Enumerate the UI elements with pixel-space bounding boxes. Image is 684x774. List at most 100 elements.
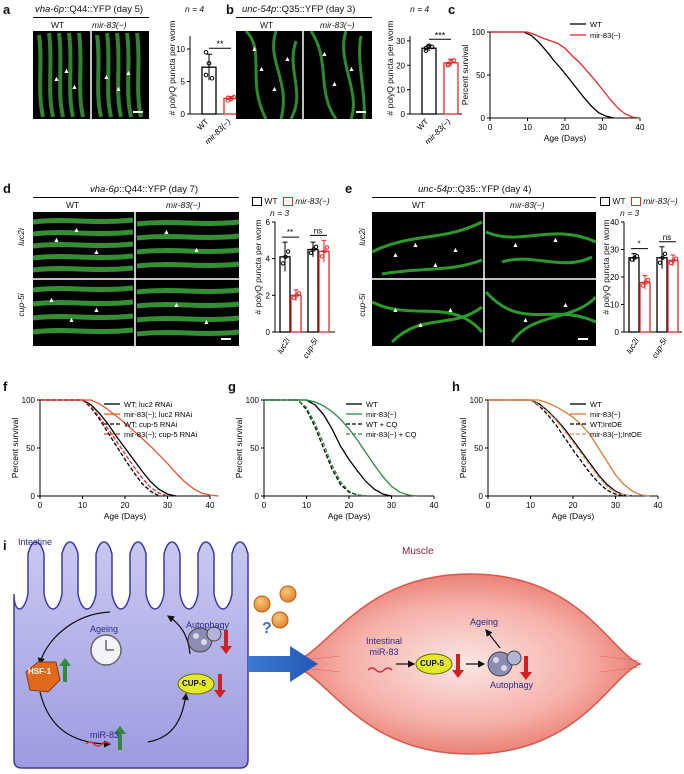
- bar: [667, 259, 679, 333]
- y-axis-label: Percent survival: [234, 418, 244, 479]
- muscle-label: Muscle: [402, 546, 434, 557]
- panel-a-title-rest: ::Q44::YFP (day 5): [64, 4, 144, 15]
- panel-d-row2-label: cup-5i: [16, 293, 26, 317]
- y-tick-label: 0: [255, 492, 260, 501]
- panel-f-label: f: [3, 379, 8, 394]
- svg-text:▲: ▲: [71, 84, 78, 91]
- x-tick-label: 20: [121, 501, 130, 510]
- y-tick-label: 100: [472, 28, 486, 37]
- legend-entry: mir-83(−); luc2 RNAi: [124, 410, 192, 419]
- svg-text:▲: ▲: [412, 242, 419, 249]
- panel-e-label: e: [345, 181, 353, 196]
- panel-e-col-mut: mir-83(−): [510, 200, 545, 210]
- svg-text:▲: ▲: [522, 317, 529, 324]
- svg-text:▲: ▲: [63, 68, 70, 75]
- y-tick-label: 0: [615, 328, 620, 337]
- data-point: [660, 255, 665, 260]
- svg-text:▲: ▲: [417, 322, 424, 329]
- autophagy-right-label: Autophagy: [490, 680, 534, 690]
- panel-d-legend-wt: WT: [264, 196, 278, 206]
- legend-entry: WT + CQ: [366, 420, 397, 429]
- panel-e-title-rest: ::Q35::YFP (day 4): [452, 184, 532, 195]
- data-point: [206, 61, 212, 66]
- panel-c-chart: 0 50 100 0 10 20 30 40 Age (Days) Percent surviva…: [460, 20, 645, 143]
- svg-text:▲: ▲: [53, 237, 60, 244]
- data-point: [423, 45, 429, 51]
- intestine-cell: [13, 541, 249, 769]
- sig-label: **: [216, 39, 224, 49]
- data-point: [673, 256, 679, 261]
- panel-b-n: n = 4: [410, 4, 430, 14]
- panel-e-legend-wt: WT: [612, 196, 626, 206]
- cup5-right-label: CUP-5: [420, 659, 445, 668]
- svg-text:▲: ▲: [103, 74, 110, 81]
- survival-curve: [40, 399, 219, 497]
- x-tick-label: 40: [206, 501, 215, 510]
- panel-e-title-gene: unc-54p: [418, 184, 453, 195]
- panel-e-legend-wt-swatch: [600, 197, 610, 207]
- panel-d-legend-wt-swatch: [252, 197, 262, 207]
- bar: [656, 257, 668, 333]
- legend-entry: WT: [366, 400, 378, 409]
- y-tick-label: 5: [181, 78, 186, 87]
- y-axis-label: Percent survival: [458, 418, 468, 479]
- survival-curve: [490, 31, 614, 119]
- x-tick-label: 10: [302, 501, 311, 510]
- survival-curve: [40, 399, 168, 497]
- x-tick-label: 30: [611, 501, 620, 510]
- panel-b-micrograph: ▲ ▲ ▲ ▲ ▲ ▲ ▲: [236, 31, 372, 119]
- y-tick-label: 4: [266, 255, 271, 264]
- y-axis-label: Percent survival: [10, 418, 20, 479]
- panel-d-row1-label: luc2i: [16, 228, 26, 246]
- panel-d-title-gene: vha-6p: [90, 184, 120, 195]
- panel-d-col-wt: WT: [66, 200, 80, 210]
- survival-curve: [40, 399, 177, 497]
- sig-label: ns: [314, 226, 322, 235]
- panel-b-title-rest: ::Q35::YFP (day 3): [276, 4, 356, 15]
- x-tick-label: 30: [598, 123, 607, 132]
- panel-b-col-wt: WT: [260, 20, 274, 30]
- y-tick-label: 20: [396, 61, 405, 70]
- panel-d-worm-image: ▲ ▲ ▲ ▲ ▲ ▲ ▲ ▲ ▲ ▲: [33, 212, 239, 346]
- y-tick-label: 2: [266, 291, 271, 300]
- panel-d-chart: 0 2 4 6 luc2i ** cup-5i ns: [266, 218, 335, 360]
- data-point: [203, 72, 209, 78]
- x-tick-label: 10: [78, 501, 87, 510]
- svg-text:▲: ▲: [562, 302, 569, 309]
- intestinal-mir83-line2: miR-83: [369, 647, 399, 657]
- x-tick-label: WT: [195, 117, 210, 132]
- panel-b-title: unc-54p::Q35::YFP (day 3): [242, 4, 355, 15]
- x-tick-label: 20: [569, 501, 578, 510]
- muscle-cell: [287, 573, 643, 755]
- data-point: [291, 295, 297, 301]
- legend-entry: mir-83(−); cup-5 RNAi: [124, 430, 197, 439]
- sig-label: ns: [663, 233, 671, 242]
- panel-d-col-mut: mir-83(−): [166, 200, 201, 210]
- svg-text:▲: ▲: [93, 249, 100, 256]
- panel-g-chart: 0 50 100 0 10 20 30 40 Age (Days) Percent surviva…: [234, 396, 439, 521]
- y-tick-label: 50: [26, 444, 35, 453]
- bar: [290, 294, 302, 333]
- svg-text:▲: ▲: [53, 76, 60, 83]
- x-tick-label: 30: [163, 501, 172, 510]
- panel-b-label: b: [226, 2, 234, 17]
- bar: [628, 257, 640, 333]
- data-point: [203, 49, 209, 55]
- x-tick-label: 40: [654, 501, 663, 510]
- panel-e-legend-mut: mir-83(−): [643, 196, 678, 206]
- svg-text:▲: ▲: [447, 307, 454, 314]
- y-tick-label: 10: [396, 86, 405, 95]
- panel-e-legend: WT mir-83(−): [600, 196, 678, 207]
- svg-text:▲: ▲: [115, 86, 122, 93]
- panel-a-col-mut: mir-83(−): [92, 20, 127, 30]
- panel-e-worm-image: ▲ ▲ ▲ ▲ ▲ ▲ ▲ ▲ ▲ ▲ ▲: [372, 212, 596, 346]
- x-tick-label: 40: [430, 501, 439, 510]
- data-point: [313, 244, 319, 250]
- x-tick-label: 0: [38, 501, 43, 510]
- bar: [307, 248, 319, 333]
- bar: [318, 250, 330, 333]
- y-tick-label: 0: [31, 492, 36, 501]
- panel-b-col-mut: mir-83(−): [320, 20, 355, 30]
